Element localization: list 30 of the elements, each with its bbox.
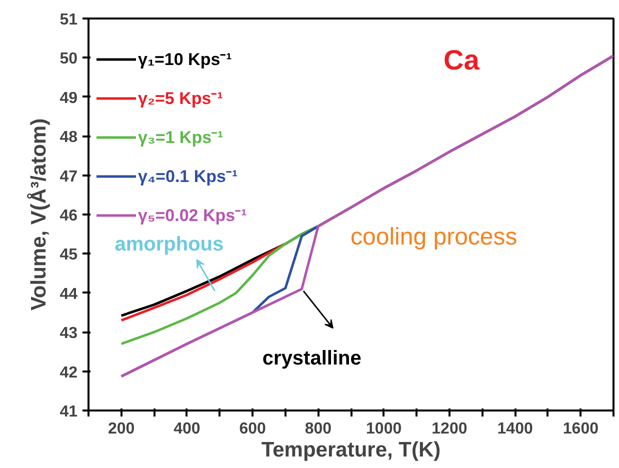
y-tick-label: 42 bbox=[60, 364, 78, 382]
y-tick-label: 45 bbox=[60, 246, 78, 264]
y-tick-label: 41 bbox=[60, 404, 78, 420]
y-tick-label: 48 bbox=[60, 129, 78, 146]
x-tick-label: 200 bbox=[108, 420, 135, 438]
legend-label: γ₅=0.02 Kps⁻¹ bbox=[138, 205, 247, 226]
y-tick-label: 49 bbox=[60, 90, 78, 107]
y-tick-label: 50 bbox=[60, 50, 78, 68]
x-tick-label: 1000 bbox=[366, 420, 402, 438]
legend-label: γ₂=5 Kps⁻¹ bbox=[138, 88, 223, 109]
x-tick-label: 600 bbox=[239, 420, 266, 438]
legend-label: γ₁=10 Kps⁻¹ bbox=[138, 49, 232, 70]
annotation: crystalline bbox=[262, 347, 362, 370]
x-tick-label: 1600 bbox=[562, 420, 599, 438]
y-tick-label: 44 bbox=[60, 286, 78, 303]
y-tick-label: 46 bbox=[60, 208, 78, 224]
legend-label: γ₃=1 Kps⁻¹ bbox=[138, 127, 224, 148]
y-tick-label: 47 bbox=[60, 168, 78, 186]
x-tick-label: 800 bbox=[304, 420, 332, 438]
legend-label: γ₄=0.1 Kps⁻¹ bbox=[138, 166, 238, 187]
annotation: cooling process bbox=[350, 224, 518, 250]
y-axis-title: Volume, V(Å³/atom) bbox=[26, 118, 51, 311]
y-tick-label: 43 bbox=[60, 325, 78, 342]
x-axis-title: Temperature, T(K) bbox=[261, 438, 441, 462]
x-tick-label: 1400 bbox=[497, 420, 533, 438]
annotation: Ca bbox=[444, 44, 480, 76]
annotation: amorphous bbox=[114, 234, 224, 256]
x-tick-label: 400 bbox=[174, 420, 200, 438]
y-tick-label: 51 bbox=[60, 12, 78, 28]
x-tick-label: 1200 bbox=[432, 420, 468, 438]
